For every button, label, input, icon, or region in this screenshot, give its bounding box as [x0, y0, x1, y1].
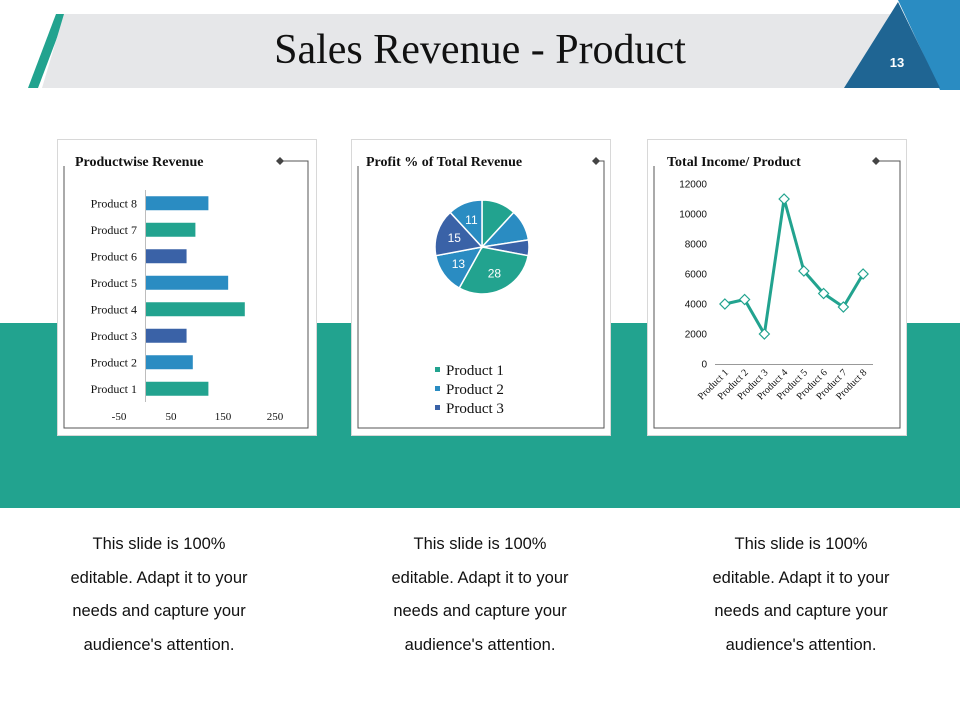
bar-chart-bar — [146, 381, 209, 396]
caption-line: needs and capture your — [393, 602, 567, 620]
pie-chart-data-label: 28 — [488, 266, 502, 280]
pie-chart-legend-swatch — [435, 386, 440, 391]
pie-chart-legend-label: Product 1 — [446, 363, 504, 379]
pie-chart-legend-label: Product 3 — [446, 401, 504, 417]
bar-chart-axes: Product 1 Product 2 Product 3 Product 4 Prod… — [91, 190, 284, 423]
line-chart-y-tick-label: 0 — [701, 360, 707, 371]
bar-chart-category-label: Product 4 — [91, 302, 137, 316]
caption-line: audience's attention. — [725, 635, 877, 654]
caption-line: editable. Adapt it to your — [70, 568, 248, 587]
bar-chart-title-bg — [70, 150, 266, 172]
pie-chart-slice — [434, 211, 484, 257]
bar-chart-bar — [146, 222, 196, 237]
caption-line: This slide is 100% — [413, 535, 547, 553]
pie-chart-legend-swatch — [435, 367, 440, 372]
bar-chart-category-label: Product 1 — [91, 382, 137, 396]
page-number-badge: 13 — [844, 0, 960, 90]
caption-line: audience's attention. — [83, 635, 235, 654]
line-chart: Total Income/ Product 0 2000 4000 6000 8000 1… — [653, 150, 901, 429]
pie-chart-slice — [458, 246, 530, 295]
caption-line: This slide is 100% — [734, 535, 868, 553]
caption-left: This slide is 100% editable. Adapt it to… — [49, 528, 269, 662]
bar-chart-category-label: Product 7 — [91, 223, 137, 237]
line-chart-point-marker — [857, 268, 869, 280]
badge-light-shape — [898, 0, 960, 90]
line-chart-line — [719, 193, 869, 340]
line-chart-y-tick-label: 8000 — [685, 240, 708, 251]
pie-chart-slice — [449, 199, 483, 249]
bar-chart-bar — [146, 302, 245, 317]
bar-chart-bars — [146, 196, 245, 396]
line-chart-frame-diamond — [872, 157, 880, 165]
bar-chart-frame — [63, 160, 309, 429]
bar-chart-x-tick-label: -50 — [112, 411, 127, 423]
caption-line: needs and capture your — [714, 602, 888, 620]
caption-line: audience's attention. — [404, 635, 556, 654]
caption-line: This slide is 100% — [92, 535, 226, 553]
panel-line-chart — [648, 140, 906, 435]
pie-chart-legend-swatch — [435, 405, 440, 410]
pie-chart-legend-label: Product 2 — [446, 382, 504, 398]
caption-line: editable. Adapt it to your — [391, 568, 569, 587]
caption-center: This slide is 100% editable. Adapt it to… — [370, 528, 590, 662]
pie-chart-data-label: 15 — [448, 231, 462, 245]
pie-chart-data-label: 11 — [465, 213, 478, 227]
pie-chart-title-bg — [360, 150, 586, 172]
line-chart-point-marker — [738, 293, 751, 306]
line-chart-y-tick-label: 4000 — [685, 300, 708, 311]
bar-chart-frame-diamond — [276, 157, 284, 165]
line-chart-title-bg — [660, 150, 864, 172]
line-chart-point-marker — [758, 328, 771, 340]
page-number: 13 — [890, 55, 904, 70]
line-chart-point-marker — [798, 265, 810, 277]
bar-chart-category-label: Product 8 — [91, 196, 137, 210]
page-title: Sales Revenue - Product — [274, 27, 686, 73]
pie-chart-frame-diamond — [592, 157, 600, 165]
bar-chart-x-tick-label: 150 — [215, 411, 232, 423]
title-bar — [42, 14, 900, 88]
line-chart-y-tick-label: 10000 — [679, 210, 707, 221]
bar-chart-category-label: Product 6 — [91, 249, 137, 263]
bar-chart-x-tick-label: 250 — [267, 411, 284, 423]
pie-chart-frame — [357, 160, 605, 429]
line-chart-point-marker — [817, 287, 830, 300]
pie-chart-data-label: 13 — [452, 257, 466, 271]
caption-line: editable. Adapt it to your — [712, 568, 890, 587]
line-chart-y-tick-label: 2000 — [685, 330, 708, 341]
bar-chart-title: Productwise Revenue — [75, 155, 203, 170]
pie-chart-title: Profit % of Total Revenue — [366, 155, 522, 170]
bar-chart-bar — [146, 275, 229, 290]
line-chart-y-tick-label: 6000 — [685, 270, 708, 281]
bar-chart-bar — [146, 328, 187, 343]
line-chart-y-tick-label: 12000 — [679, 180, 707, 191]
line-chart-series-line — [724, 197, 865, 336]
line-chart-title: Total Income/ Product — [667, 155, 801, 170]
pie-chart-legend: Product 1 Product 2 Product 3 — [435, 363, 504, 417]
bar-chart-bar — [146, 249, 187, 264]
line-chart-point-marker — [837, 301, 850, 313]
caption-right: This slide is 100% editable. Adapt it to… — [691, 528, 911, 662]
line-chart-frame — [653, 160, 901, 429]
line-chart-point-marker — [719, 298, 731, 310]
bar-chart-bar — [146, 196, 209, 211]
bar-chart-category-label: Product 5 — [91, 276, 137, 290]
bar-chart-x-tick-label: 50 — [166, 411, 178, 423]
line-chart-point-marker — [778, 193, 790, 205]
badge-dark-shape — [844, 2, 940, 88]
caption-line: needs and capture your — [72, 602, 246, 620]
bar-chart-category-label: Product 3 — [91, 329, 137, 343]
bar-chart-bar — [146, 355, 193, 370]
bar-chart-category-label: Product 2 — [91, 355, 137, 369]
